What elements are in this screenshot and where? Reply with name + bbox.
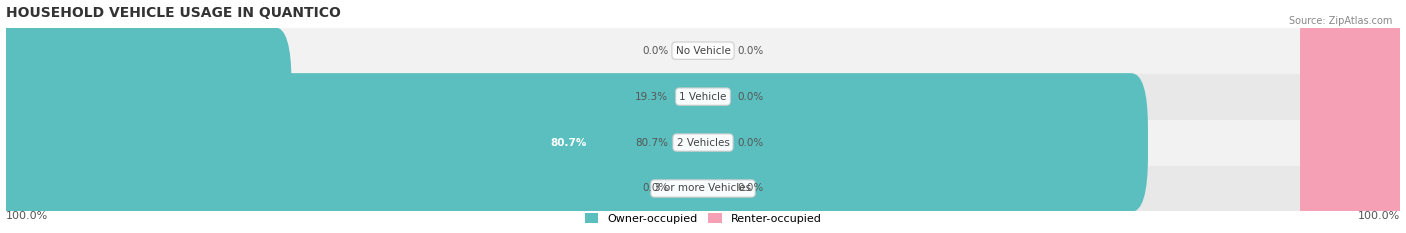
- Text: 80.7%: 80.7%: [636, 137, 668, 147]
- Text: 2 Vehicles: 2 Vehicles: [676, 137, 730, 147]
- Text: 100.0%: 100.0%: [1358, 212, 1400, 222]
- Text: 80.7%: 80.7%: [550, 137, 586, 147]
- Text: 0.0%: 0.0%: [738, 46, 763, 56]
- FancyBboxPatch shape: [1301, 0, 1406, 120]
- FancyBboxPatch shape: [1301, 119, 1406, 233]
- Text: 1 Vehicle: 1 Vehicle: [679, 92, 727, 102]
- Text: No Vehicle: No Vehicle: [675, 46, 731, 56]
- Bar: [6, 165, 1400, 212]
- Text: 0.0%: 0.0%: [738, 137, 763, 147]
- Text: Source: ZipAtlas.com: Source: ZipAtlas.com: [1288, 16, 1392, 26]
- Text: 0.0%: 0.0%: [643, 184, 668, 193]
- FancyBboxPatch shape: [1301, 27, 1406, 166]
- Bar: [6, 28, 1400, 74]
- Text: 100.0%: 100.0%: [6, 212, 48, 222]
- Text: 0.0%: 0.0%: [738, 92, 763, 102]
- FancyBboxPatch shape: [0, 119, 105, 233]
- FancyBboxPatch shape: [0, 0, 105, 120]
- Text: 19.3%: 19.3%: [636, 92, 668, 102]
- Text: 0.0%: 0.0%: [738, 184, 763, 193]
- Text: 0.0%: 0.0%: [643, 46, 668, 56]
- Bar: [6, 120, 1400, 165]
- Text: HOUSEHOLD VEHICLE USAGE IN QUANTICO: HOUSEHOLD VEHICLE USAGE IN QUANTICO: [6, 6, 340, 20]
- FancyBboxPatch shape: [1301, 73, 1406, 212]
- Legend: Owner-occupied, Renter-occupied: Owner-occupied, Renter-occupied: [581, 208, 825, 228]
- Bar: [6, 74, 1400, 120]
- Text: 3 or more Vehicles: 3 or more Vehicles: [654, 184, 752, 193]
- FancyBboxPatch shape: [0, 73, 1147, 212]
- FancyBboxPatch shape: [0, 27, 291, 166]
